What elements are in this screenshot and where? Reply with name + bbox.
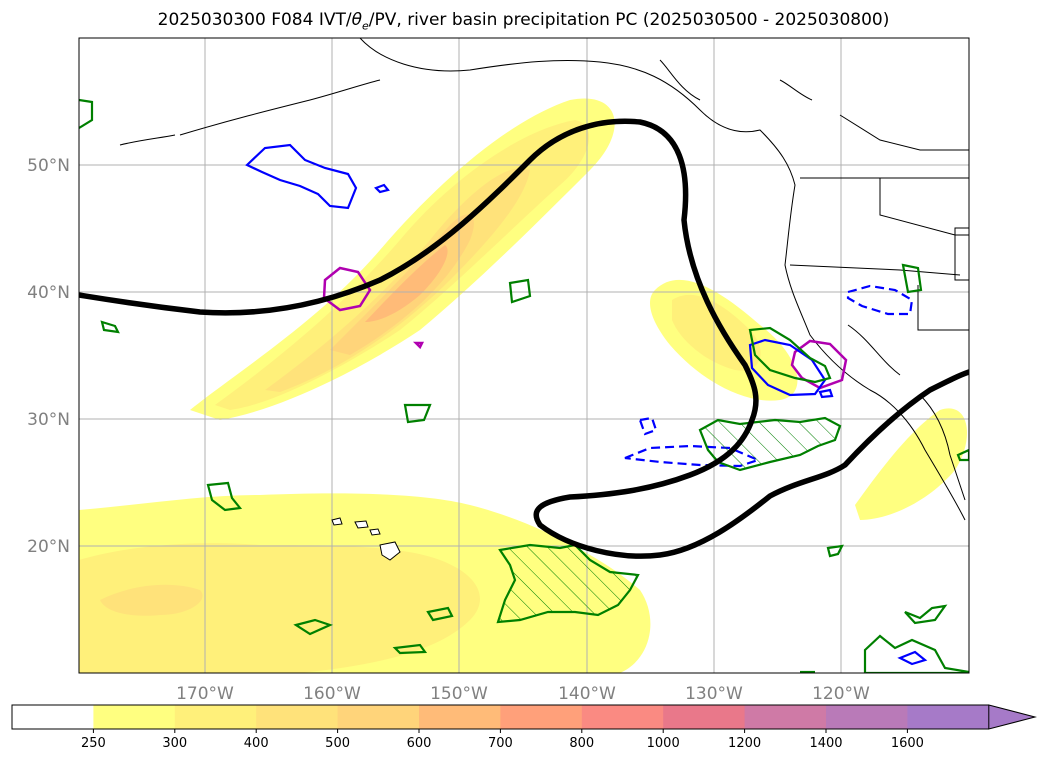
- colorbar-tick-label: 600: [407, 736, 432, 751]
- lat-label: 50°N: [27, 156, 70, 176]
- colorbar: 250 300 400 500 600 700 800 1000 1200 1400 1600: [11, 704, 1037, 751]
- lon-label: 170°W: [176, 684, 234, 704]
- hawaiian-islands: [331, 517, 401, 561]
- map-area: [79, 38, 969, 673]
- lon-label: 160°W: [303, 684, 361, 704]
- colorbar-extend-arrow: [988, 704, 1037, 730]
- colorbar-swatch: [337, 705, 420, 729]
- colorbar-swatch: [907, 705, 990, 729]
- longitude-labels: 170°W 160°W 150°W 140°W 130°W 120°W: [176, 684, 870, 704]
- colorbar-tick-label: 400: [244, 736, 269, 751]
- colorbar-swatch: [419, 705, 501, 729]
- latitude-labels: 50°N 40°N 30°N 20°N: [27, 156, 70, 557]
- colorbar-swatch: [93, 705, 176, 729]
- colorbar-swatch: [826, 705, 908, 729]
- colorbar-swatch: [12, 705, 94, 729]
- theta-e-dashed-contours: [624, 284, 914, 468]
- theta-e-contours: [245, 143, 928, 666]
- precip-outlines: [79, 98, 969, 673]
- colorbar-swatch: [256, 705, 339, 729]
- map-title: 2025030300 F084 IVT/θe/PV, river basin p…: [157, 10, 890, 33]
- colorbar-tick-label: 1000: [647, 736, 680, 751]
- colorbar-swatch: [174, 705, 257, 729]
- lon-label: 150°W: [430, 684, 488, 704]
- lat-label: 30°N: [27, 410, 70, 430]
- pv-contour: [79, 118, 969, 559]
- lat-label: 40°N: [27, 283, 70, 303]
- lon-label: 120°W: [812, 684, 870, 704]
- colorbar-tick-label: 250: [81, 736, 106, 751]
- ivt-shading-subtropics: [79, 493, 651, 673]
- ivt-shading-baja: [855, 408, 967, 520]
- colorbar-tick-label: 300: [162, 736, 187, 751]
- colorbar-tick-label: 1600: [891, 736, 924, 751]
- lon-label: 140°W: [558, 684, 616, 704]
- colorbar-swatch: [581, 705, 664, 729]
- colorbar-tick-label: 1400: [809, 736, 842, 751]
- colorbar-swatch: [663, 705, 746, 729]
- colorbar-swatch: [744, 705, 827, 729]
- colorbar-tick-label: 1200: [728, 736, 761, 751]
- map-frame: [78, 37, 970, 674]
- colorbar-tick-label: 800: [569, 736, 594, 751]
- coastlines: [119, 38, 969, 521]
- colorbar-tick-label: 700: [488, 736, 513, 751]
- lon-label: 130°W: [685, 684, 743, 704]
- colorbar-tick-label: 500: [325, 736, 350, 751]
- colorbar-swatch: [500, 705, 583, 729]
- lat-label: 20°N: [27, 537, 70, 557]
